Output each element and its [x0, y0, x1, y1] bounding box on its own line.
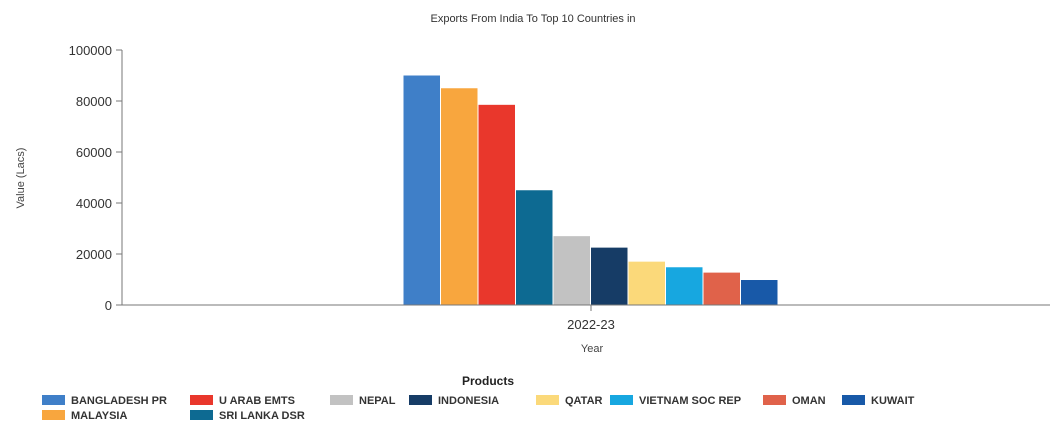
legend-swatch-qatar	[536, 395, 559, 405]
legend-swatch-vietnam-soc-rep	[610, 395, 633, 405]
legend-swatch-kuwait	[842, 395, 865, 405]
bars	[403, 75, 778, 305]
y-tick-label: 20000	[76, 247, 112, 262]
legend-swatch-bangladesh-pr	[42, 395, 65, 405]
legend-label-sri-lanka-dsr: SRI LANKA DSR	[219, 410, 305, 422]
y-axis-label: Value (Lacs)	[15, 148, 27, 209]
bar-vietnam-soc-rep	[666, 267, 703, 305]
chart-title: Exports From India To Top 10 Countries i…	[430, 13, 635, 25]
legend-label-nepal: NEPAL	[359, 395, 396, 407]
bar-bangladesh-pr	[403, 75, 440, 305]
bar-indonesia	[591, 247, 628, 305]
y-tick-label: 0	[105, 298, 112, 313]
legend-label-malaysia: MALAYSIA	[71, 410, 127, 422]
bar-kuwait	[741, 280, 778, 305]
legend-label-kuwait: KUWAIT	[871, 395, 915, 407]
legend-label-vietnam-soc-rep: VIETNAM SOC REP	[639, 395, 741, 407]
bar-nepal	[553, 236, 590, 305]
legend-title: Products	[462, 374, 514, 388]
y-tick-label: 80000	[76, 94, 112, 109]
legend-label-bangladesh-pr: BANGLADESH PR	[71, 395, 167, 407]
bar-malaysia	[441, 88, 478, 305]
legend: BANGLADESH PR U ARAB EMTS NEPAL INDONESIA QA…	[42, 395, 915, 422]
y-tick-label: 40000	[76, 196, 112, 211]
bar-oman	[703, 272, 740, 305]
y-axis: 0 20000 40000 60000 80000 100000	[69, 43, 123, 313]
bar-qatar	[628, 261, 665, 305]
legend-swatch-sri-lanka-dsr	[190, 410, 213, 420]
legend-label-oman: OMAN	[792, 395, 826, 407]
bar-sri-lanka-dsr	[516, 190, 553, 305]
legend-swatch-nepal	[330, 395, 353, 405]
legend-label-indonesia: INDONESIA	[438, 395, 499, 407]
x-axis-label: Year	[581, 343, 604, 355]
y-tick-label: 60000	[76, 145, 112, 160]
y-tick-label: 100000	[69, 43, 112, 58]
legend-swatch-malaysia	[42, 410, 65, 420]
x-tick-label: 2022-23	[567, 317, 615, 332]
legend-swatch-u-arab-emts	[190, 395, 213, 405]
legend-label-u-arab-emts: U ARAB EMTS	[219, 395, 295, 407]
legend-swatch-oman	[763, 395, 786, 405]
legend-label-qatar: QATAR	[565, 395, 603, 407]
legend-swatch-indonesia	[409, 395, 432, 405]
bar-u-arab-emts	[478, 104, 515, 305]
x-axis: 2022-23	[122, 304, 1050, 332]
